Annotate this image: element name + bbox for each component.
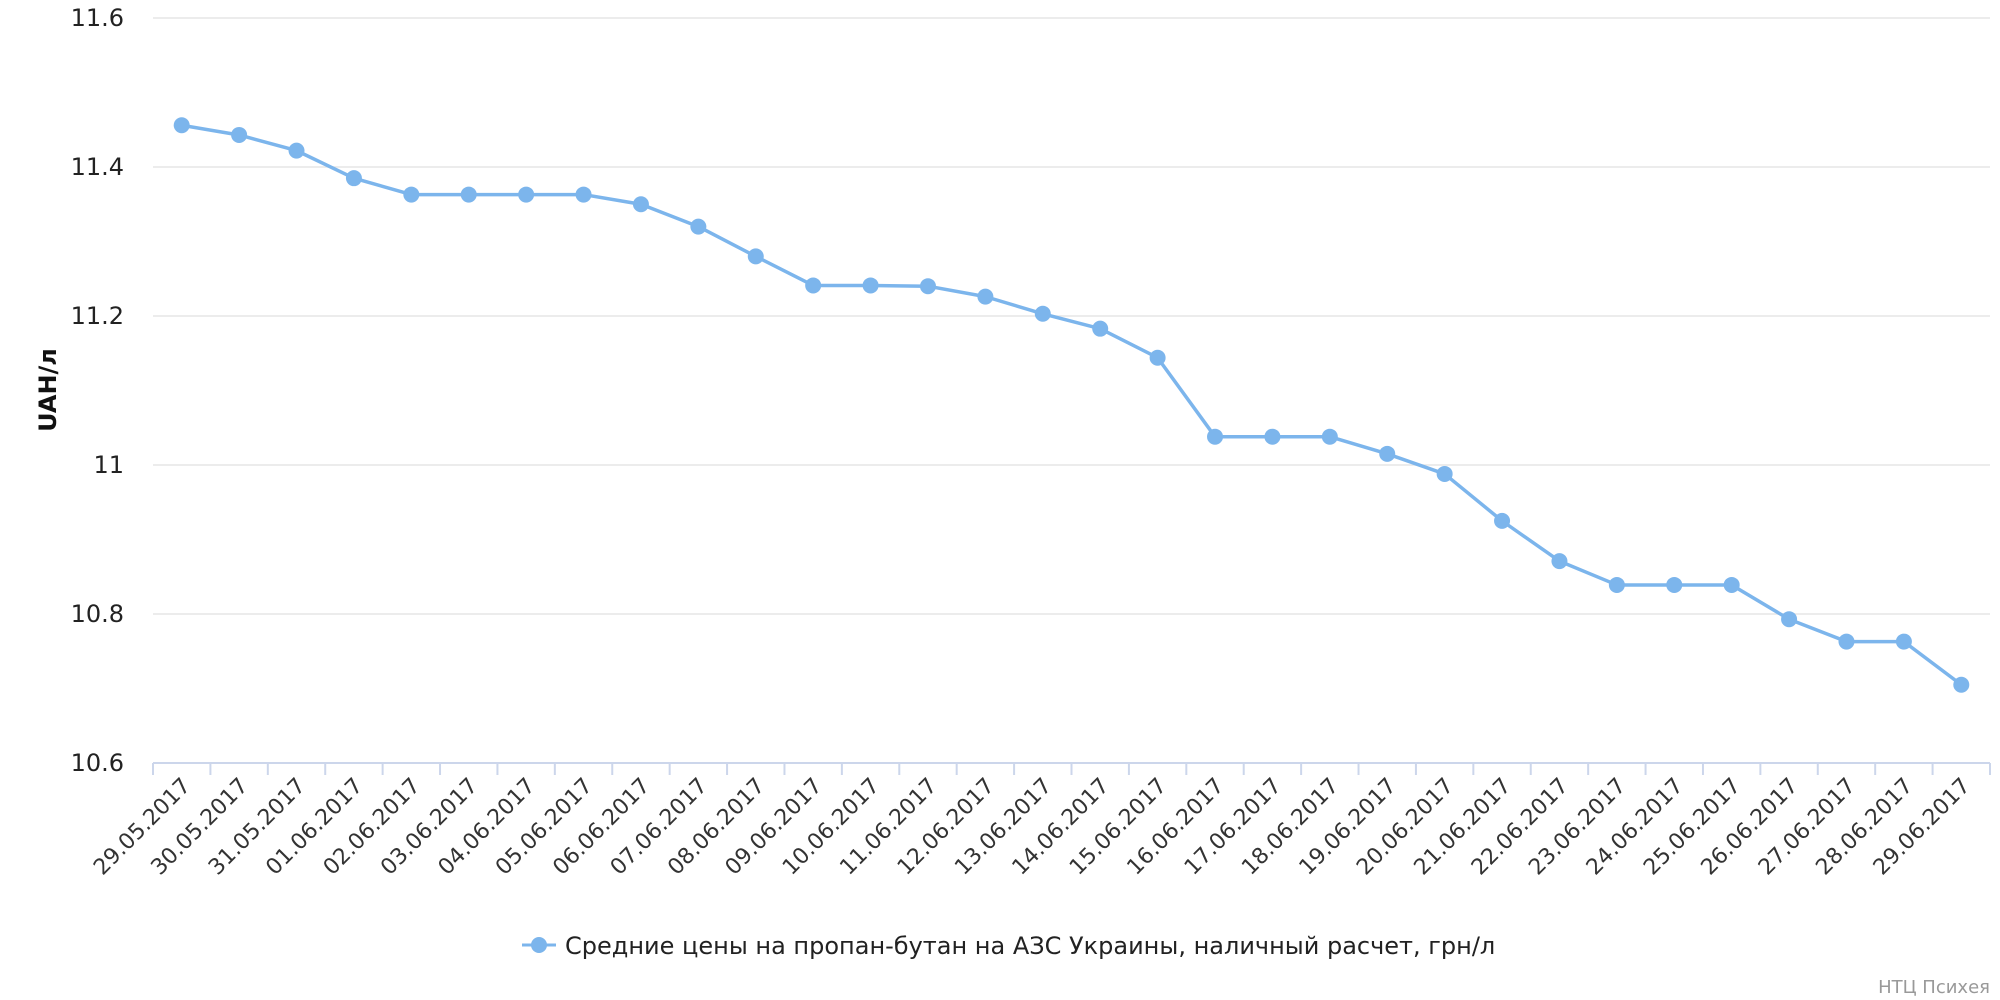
data-point[interactable] — [1321, 428, 1338, 445]
data-point[interactable] — [919, 278, 936, 295]
data-point[interactable] — [1895, 633, 1912, 650]
data-point[interactable] — [231, 126, 248, 143]
data-point[interactable] — [632, 196, 649, 213]
data-point[interactable] — [1092, 320, 1109, 337]
y-tick-label: 10.8 — [71, 600, 124, 628]
data-point[interactable] — [345, 170, 362, 187]
data-point[interactable] — [1034, 305, 1051, 322]
data-point[interactable] — [1207, 428, 1224, 445]
data-point[interactable] — [1436, 465, 1453, 482]
grid-lines — [153, 17, 1990, 615]
y-axis: 11.6 11.4 11.2 11 10.8 10.6 — [71, 4, 124, 777]
data-point[interactable] — [862, 277, 879, 294]
data-point[interactable] — [747, 248, 764, 265]
data-point[interactable] — [288, 142, 305, 159]
data-point[interactable] — [1149, 349, 1166, 366]
data-point[interactable] — [518, 186, 535, 203]
data-point[interactable] — [805, 277, 822, 294]
legend-marker-icon — [531, 937, 547, 953]
y-tick-label: 11.4 — [71, 153, 124, 181]
data-point[interactable] — [575, 186, 592, 203]
series-line — [181, 123, 1963, 687]
x-axis: 29.05.201730.05.201731.05.201701.06.2017… — [89, 762, 1991, 880]
data-point[interactable] — [173, 117, 190, 134]
data-point[interactable] — [1551, 553, 1568, 570]
data-point[interactable] — [690, 218, 707, 235]
data-point[interactable] — [977, 288, 994, 305]
series-layer — [173, 117, 1970, 693]
data-point[interactable] — [1953, 676, 1970, 693]
y-tick-label: 10.6 — [71, 749, 124, 777]
y-axis-title: UAH/л — [34, 348, 62, 432]
data-point[interactable] — [1608, 576, 1625, 593]
data-point[interactable] — [1494, 512, 1511, 529]
data-point[interactable] — [403, 186, 420, 203]
legend-label: Средние цены на пропан-бутан на АЗС Укра… — [565, 932, 1495, 960]
data-point[interactable] — [1666, 576, 1683, 593]
data-point[interactable] — [1379, 445, 1396, 462]
y-tick-label: 11.2 — [71, 302, 124, 330]
data-point[interactable] — [1723, 576, 1740, 593]
legend[interactable]: Средние цены на пропан-бутан на АЗС Укра… — [522, 932, 1495, 960]
data-point[interactable] — [460, 186, 477, 203]
data-point[interactable] — [1264, 428, 1281, 445]
data-point[interactable] — [1781, 611, 1798, 628]
data-point[interactable] — [1838, 633, 1855, 650]
credits-link[interactable]: НТЦ Психея — [1878, 977, 1990, 998]
y-tick-label: 11 — [93, 451, 124, 479]
y-tick-label: 11.6 — [71, 4, 124, 32]
